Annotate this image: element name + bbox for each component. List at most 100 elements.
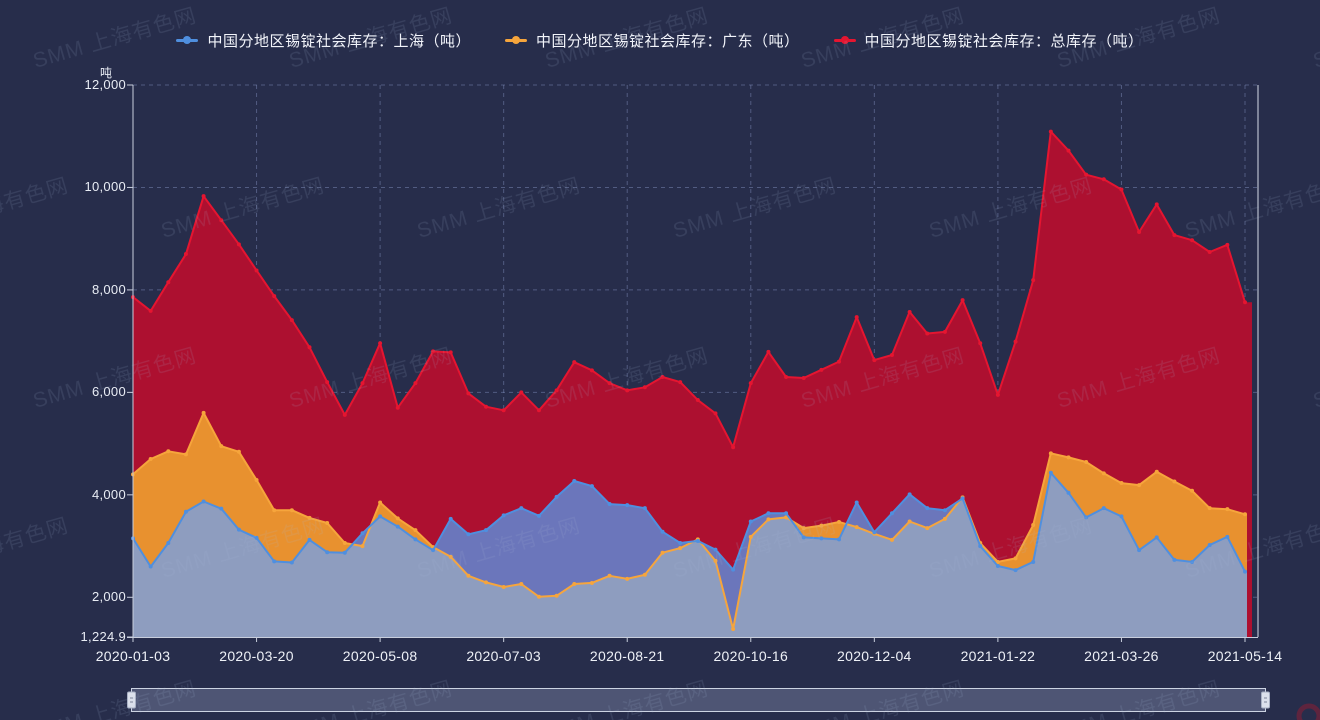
data-point-marker[interactable] [378, 341, 383, 346]
data-point-marker[interactable] [183, 509, 188, 514]
data-point-marker[interactable] [731, 445, 736, 450]
data-point-marker[interactable] [219, 506, 224, 511]
data-point-marker[interactable] [889, 511, 894, 516]
data-point-marker[interactable] [1207, 543, 1212, 548]
data-point-marker[interactable] [854, 500, 859, 505]
data-point-marker[interactable] [660, 550, 665, 555]
data-point-marker[interactable] [448, 554, 453, 559]
data-point-marker[interactable] [589, 368, 594, 373]
data-point-marker[interactable] [501, 513, 506, 518]
data-point-marker[interactable] [766, 349, 771, 354]
data-point-marker[interactable] [907, 492, 912, 497]
data-point-marker[interactable] [166, 540, 171, 545]
data-point-marker[interactable] [536, 513, 541, 518]
data-point-marker[interactable] [695, 538, 700, 543]
data-point-marker[interactable] [466, 573, 471, 578]
data-point-marker[interactable] [342, 550, 347, 555]
data-point-marker[interactable] [1154, 535, 1159, 540]
data-point-marker[interactable] [1137, 483, 1142, 488]
data-point-marker[interactable] [925, 506, 930, 511]
datazoom-right-handle[interactable] [1261, 691, 1270, 709]
data-point-marker[interactable] [236, 449, 241, 454]
data-point-marker[interactable] [678, 546, 683, 551]
data-point-marker[interactable] [1013, 568, 1018, 573]
data-point-marker[interactable] [536, 408, 541, 413]
data-point-marker[interactable] [1243, 569, 1247, 574]
data-point-marker[interactable] [1190, 488, 1195, 493]
data-point-marker[interactable] [148, 308, 153, 313]
data-point-marker[interactable] [272, 294, 277, 299]
data-point-marker[interactable] [1048, 129, 1053, 134]
data-point-marker[interactable] [395, 524, 400, 529]
data-point-marker[interactable] [854, 315, 859, 320]
data-point-marker[interactable] [448, 350, 453, 355]
data-point-marker[interactable] [219, 218, 224, 223]
data-point-marker[interactable] [572, 581, 577, 586]
data-point-marker[interactable] [995, 392, 1000, 397]
data-point-marker[interactable] [395, 405, 400, 410]
data-point-marker[interactable] [378, 514, 383, 519]
data-point-marker[interactable] [325, 521, 330, 526]
data-point-marker[interactable] [342, 540, 347, 545]
data-point-marker[interactable] [1225, 507, 1230, 512]
data-point-marker[interactable] [342, 412, 347, 417]
datazoom-left-handle[interactable] [127, 691, 136, 709]
data-point-marker[interactable] [307, 515, 312, 520]
data-point-marker[interactable] [766, 517, 771, 522]
data-point-marker[interactable] [713, 558, 718, 563]
data-point-marker[interactable] [201, 499, 206, 504]
data-point-marker[interactable] [889, 537, 894, 542]
data-point-marker[interactable] [1190, 559, 1195, 564]
data-point-marker[interactable] [572, 360, 577, 365]
data-point-marker[interactable] [289, 508, 294, 513]
data-point-marker[interactable] [589, 484, 594, 489]
data-point-marker[interactable] [801, 535, 806, 540]
data-point-marker[interactable] [642, 385, 647, 390]
data-point-marker[interactable] [625, 388, 630, 393]
data-point-marker[interactable] [925, 331, 930, 336]
data-point-marker[interactable] [607, 381, 612, 386]
data-point-marker[interactable] [784, 375, 789, 380]
data-point-marker[interactable] [325, 550, 330, 555]
data-point-marker[interactable] [801, 526, 806, 531]
data-point-marker[interactable] [360, 531, 365, 536]
legend-item-shanghai[interactable]: 中国分地区锡锭社会库存：上海（吨） [176, 30, 471, 51]
data-point-marker[interactable] [519, 581, 524, 586]
data-point-marker[interactable] [272, 508, 277, 513]
data-point-marker[interactable] [1119, 187, 1124, 192]
data-point-marker[interactable] [1172, 479, 1177, 484]
data-point-marker[interactable] [431, 548, 436, 553]
data-point-marker[interactable] [889, 352, 894, 357]
data-point-marker[interactable] [942, 329, 947, 334]
data-point-marker[interactable] [307, 345, 312, 350]
data-point-marker[interactable] [1066, 490, 1071, 495]
data-point-marker[interactable] [625, 576, 630, 581]
data-point-marker[interactable] [1119, 514, 1124, 519]
data-point-marker[interactable] [678, 540, 683, 545]
data-point-marker[interactable] [166, 280, 171, 285]
line-shanghai[interactable] [132, 471, 1246, 573]
data-point-marker[interactable] [1048, 470, 1053, 475]
data-point-marker[interactable] [660, 529, 665, 534]
data-point-marker[interactable] [1031, 278, 1036, 283]
data-point-marker[interactable] [978, 341, 983, 346]
data-point-marker[interactable] [554, 494, 559, 499]
data-point-marker[interactable] [148, 564, 153, 569]
data-point-marker[interactable] [872, 358, 877, 363]
data-point-marker[interactable] [466, 391, 471, 396]
data-point-marker[interactable] [837, 359, 842, 364]
data-point-marker[interactable] [801, 376, 806, 381]
data-point-marker[interactable] [907, 309, 912, 314]
data-point-marker[interactable] [448, 516, 453, 521]
data-point-marker[interactable] [837, 519, 842, 524]
data-point-marker[interactable] [1207, 250, 1212, 255]
data-point-marker[interactable] [254, 535, 259, 540]
line-total[interactable] [132, 130, 1246, 449]
data-point-marker[interactable] [907, 519, 912, 524]
data-point-marker[interactable] [1101, 506, 1106, 511]
data-point-marker[interactable] [625, 503, 630, 508]
data-point-marker[interactable] [501, 585, 506, 590]
data-point-marker[interactable] [431, 349, 436, 354]
data-point-marker[interactable] [1084, 515, 1089, 520]
